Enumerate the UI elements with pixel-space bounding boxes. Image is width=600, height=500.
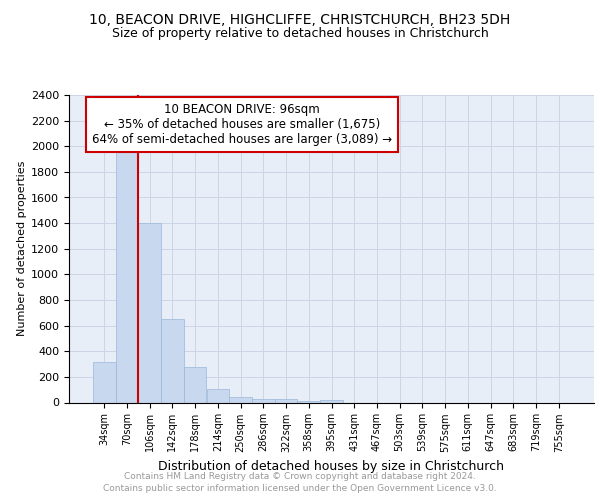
Text: 10 BEACON DRIVE: 96sqm
← 35% of detached houses are smaller (1,675)
64% of semi-: 10 BEACON DRIVE: 96sqm ← 35% of detached… — [92, 102, 392, 146]
Bar — [298, 400, 320, 402]
Text: Contains HM Land Registry data © Crown copyright and database right 2024.: Contains HM Land Registry data © Crown c… — [124, 472, 476, 481]
Bar — [93, 362, 116, 403]
X-axis label: Distribution of detached houses by size in Christchurch: Distribution of detached houses by size … — [158, 460, 505, 473]
Y-axis label: Number of detached properties: Number of detached properties — [17, 161, 27, 336]
Bar — [275, 400, 298, 402]
Bar — [320, 400, 343, 402]
Bar — [139, 223, 161, 402]
Bar — [229, 396, 252, 402]
Text: 10, BEACON DRIVE, HIGHCLIFFE, CHRISTCHURCH, BH23 5DH: 10, BEACON DRIVE, HIGHCLIFFE, CHRISTCHUR… — [89, 12, 511, 26]
Bar — [206, 389, 229, 402]
Bar — [116, 150, 139, 403]
Text: Size of property relative to detached houses in Christchurch: Size of property relative to detached ho… — [112, 28, 488, 40]
Bar — [184, 368, 206, 402]
Bar — [252, 398, 275, 402]
Bar — [161, 319, 184, 402]
Text: Contains public sector information licensed under the Open Government Licence v3: Contains public sector information licen… — [103, 484, 497, 493]
